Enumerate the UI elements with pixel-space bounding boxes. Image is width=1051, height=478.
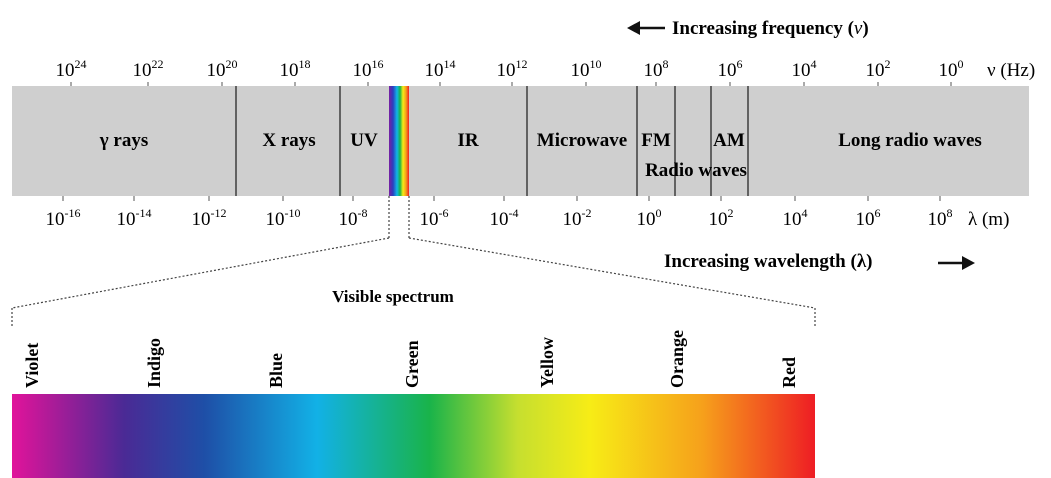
band-label-ir: IR — [457, 130, 478, 151]
band-label-fm: FM — [641, 130, 671, 151]
band-label-long-radio: Long radio waves — [838, 130, 982, 151]
band-label-gamma: γ rays — [99, 130, 148, 151]
frequency-tick-label: 104 — [792, 57, 817, 81]
wavelength-tick-label: 10-4 — [490, 206, 519, 230]
band-label-am: AM — [713, 130, 745, 151]
color-label-orange: Orange — [667, 330, 687, 388]
frequency-tick-label: 1012 — [497, 57, 528, 81]
wavelength-heading-label: Increasing wavelength (λ) — [664, 251, 872, 272]
visible-band-marker — [389, 86, 409, 196]
frequency-tick-label: 102 — [866, 57, 891, 81]
band-label-xray: X rays — [262, 130, 315, 151]
color-label-violet: Violet — [22, 343, 42, 388]
left-arrow-icon — [627, 21, 665, 35]
band-label-uv: UV — [350, 130, 378, 151]
frequency-tick-label: 100 — [939, 57, 964, 81]
frequency-heading-label: Increasing frequency (ν) — [672, 18, 869, 39]
color-label-yellow: Yellow — [537, 337, 557, 388]
frequency-unit-label: ν (Hz) — [987, 60, 1035, 81]
wavelength-unit-label: λ (m) — [968, 209, 1009, 230]
color-label-indigo: Indigo — [144, 338, 164, 388]
frequency-tick-label: 1024 — [56, 57, 87, 81]
wavelength-tick-label: 106 — [856, 206, 881, 230]
wavelength-tick-label: 108 — [928, 206, 953, 230]
right-arrow-icon — [938, 256, 975, 270]
wavelength-tick-label: 100 — [637, 206, 662, 230]
wavelength-tick-label: 10-12 — [192, 206, 227, 230]
color-label-green: Green — [402, 340, 422, 388]
color-label-red: Red — [779, 357, 799, 388]
band-label-microwave: Microwave — [537, 130, 627, 151]
zoom-lines — [11, 196, 816, 328]
frequency-tick-label: 108 — [644, 57, 669, 81]
wavelength-tick-label: 104 — [783, 206, 808, 230]
visible-spectrum-bar — [12, 394, 815, 478]
frequency-tick-labels: 1024 1022 1020 1018 1016 1014 1012 1010 108 106 10… — [56, 57, 964, 86]
band-label-radio-waves: Radio waves — [645, 160, 747, 181]
band-strip-background — [12, 86, 1029, 196]
wavelength-tick-label: 10-6 — [420, 206, 449, 230]
band-strip — [12, 86, 1029, 196]
wavelength-tick-label: 10-8 — [339, 206, 368, 230]
frequency-tick-label: 1010 — [571, 57, 602, 81]
wavelength-tick-label: 102 — [709, 206, 734, 230]
frequency-tick-label: 1022 — [133, 57, 164, 81]
wavelength-tick-labels: 10-16 10-14 10-12 10-10 10-8 10-6 10-4 10-2 100 1… — [46, 196, 953, 230]
wavelength-tick-label: 10-2 — [563, 206, 592, 230]
wavelength-tick-label: 10-16 — [46, 206, 81, 230]
wavelength-heading: Increasing wavelength (λ) — [664, 251, 975, 272]
frequency-tick-label: 1020 — [207, 57, 238, 81]
frequency-tick-label: 1016 — [353, 57, 384, 81]
visible-color-labels: Violet Indigo Blue Green Yellow Orange Red — [22, 330, 799, 388]
frequency-tick-label: 1018 — [280, 57, 311, 81]
wavelength-tick-label: 10-14 — [117, 206, 152, 230]
visible-spectrum-title: Visible spectrum — [332, 287, 454, 306]
wavelength-tick-label: 10-10 — [266, 206, 301, 230]
frequency-tick-label: 106 — [718, 57, 743, 81]
frequency-tick-label: 1014 — [425, 57, 456, 81]
color-label-blue: Blue — [266, 353, 286, 388]
frequency-heading: Increasing frequency (ν) — [627, 18, 869, 39]
